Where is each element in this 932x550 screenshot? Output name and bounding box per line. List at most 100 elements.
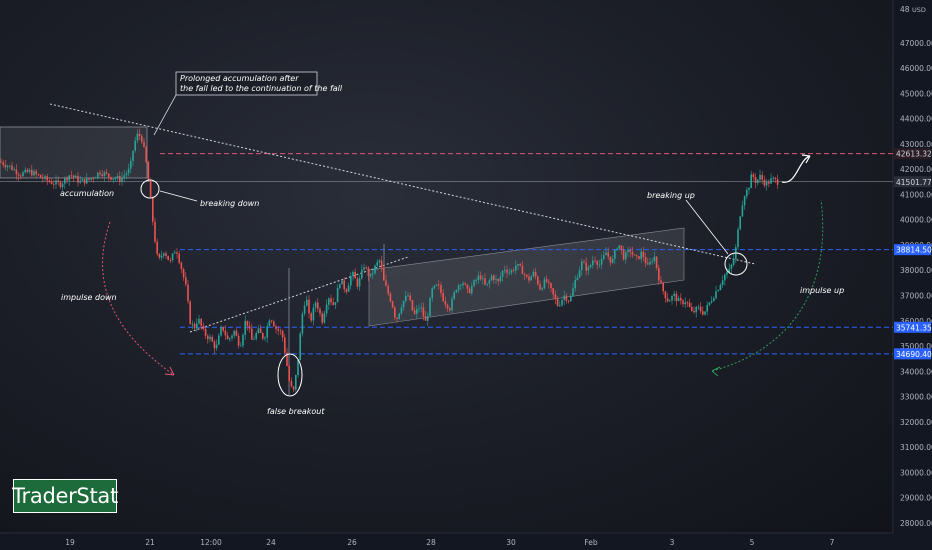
candle-body: [191, 323, 194, 325]
candle-body: [165, 253, 167, 256]
currency-label: USD: [912, 6, 926, 14]
candle-body: [262, 332, 264, 339]
candle-body: [154, 221, 156, 242]
breakdown-circle[interactable]: [140, 179, 160, 199]
projection-arrow[interactable]: [781, 155, 811, 183]
arrowhead-icon: [164, 366, 175, 376]
candle-body: [108, 173, 110, 178]
y-tick-label: 36000.00: [900, 317, 932, 326]
candle-body: [72, 175, 75, 178]
candle-body: [77, 176, 79, 183]
candle-body: [328, 298, 330, 305]
candle-body: [215, 344, 218, 349]
candle-body: [160, 255, 163, 258]
candle-body: [112, 178, 114, 180]
candle-body: [776, 179, 779, 185]
candle-body: [471, 286, 473, 294]
candle-body: [444, 301, 447, 305]
candle-body: [68, 175, 70, 181]
candle-body: [446, 304, 449, 309]
candle-body: [248, 325, 251, 329]
candle-body: [651, 261, 653, 262]
candle-body: [299, 333, 301, 361]
candle-body: [765, 181, 768, 186]
candle-body: [255, 333, 257, 339]
annotation-box[interactable]: [175, 71, 318, 96]
candle-body: [658, 268, 660, 281]
candle-body: [420, 307, 422, 309]
impulse-down-arrow[interactable]: [102, 221, 175, 376]
candle-body: [180, 262, 183, 269]
candle-body: [523, 274, 526, 275]
candle-body: [490, 275, 493, 281]
candle-body: [677, 298, 680, 302]
candle-body: [422, 307, 425, 317]
false-breakout-ellipse[interactable]: [277, 353, 303, 397]
candle-body: [136, 133, 139, 141]
candle-body: [391, 301, 394, 308]
candle-body: [253, 338, 255, 340]
candle-body: [427, 316, 429, 321]
traderstat-logo: TraderStat: [12, 479, 118, 513]
candle-body: [176, 252, 178, 254]
candle-body: [647, 263, 649, 265]
y-tick-label: 28000.00: [900, 519, 932, 528]
x-tick-label: 24: [266, 538, 276, 547]
candle-body: [207, 335, 209, 340]
candle-body: [453, 292, 455, 299]
candle-body: [515, 265, 517, 271]
candle-body: [156, 241, 158, 254]
candle-body: [94, 177, 97, 179]
candle-body: [548, 281, 550, 284]
descending-trendline[interactable]: [49, 103, 756, 265]
y-tick-label: 30000.00: [900, 468, 932, 477]
candle-body: [127, 168, 130, 174]
candle-body: [387, 286, 389, 294]
candle-body: [61, 183, 64, 188]
candle-body: [618, 245, 620, 249]
price-scale[interactable]: [893, 0, 932, 533]
candle-body: [114, 178, 117, 180]
candle-body: [510, 270, 513, 273]
candle-body: [550, 283, 552, 289]
candle-body: [240, 345, 242, 347]
candle-body: [101, 174, 103, 177]
candle-body: [57, 180, 59, 183]
candle-body: [143, 141, 145, 148]
candlestick-series[interactable]: [0, 128, 779, 393]
candle-body: [752, 174, 755, 178]
candle-body: [737, 229, 739, 248]
candle-body: [589, 265, 592, 268]
candle-body: [147, 162, 150, 182]
candle-body: [495, 278, 497, 280]
time-scale[interactable]: [0, 533, 932, 550]
candle-body: [605, 252, 607, 256]
candle-body: [699, 306, 702, 312]
candle-body: [116, 176, 119, 179]
candle-body: [53, 183, 55, 185]
candle-body: [321, 313, 323, 323]
candle-body: [204, 328, 207, 336]
candle-body: [501, 270, 504, 277]
candle-body: [706, 304, 708, 312]
candle-body: [576, 277, 579, 281]
candle-body: [552, 288, 554, 295]
candle-body: [726, 272, 728, 275]
breakout-circle[interactable]: [724, 252, 748, 276]
candle-body: [614, 250, 616, 259]
candle-body: [675, 293, 678, 302]
candle-body: [145, 147, 147, 163]
candle-body: [642, 251, 645, 258]
accumulation-box[interactable]: [0, 126, 148, 179]
candle-body: [75, 176, 77, 178]
support-trendline[interactable]: [189, 256, 409, 333]
candle-body: [649, 261, 651, 265]
candle-body: [559, 305, 561, 306]
candle-body: [768, 181, 770, 184]
y-tick-label: 38000.00: [900, 266, 932, 275]
candle-body: [563, 295, 565, 300]
candle-body: [286, 352, 288, 366]
candle-body: [416, 309, 418, 314]
impulse-up-arrow[interactable]: [711, 199, 824, 372]
